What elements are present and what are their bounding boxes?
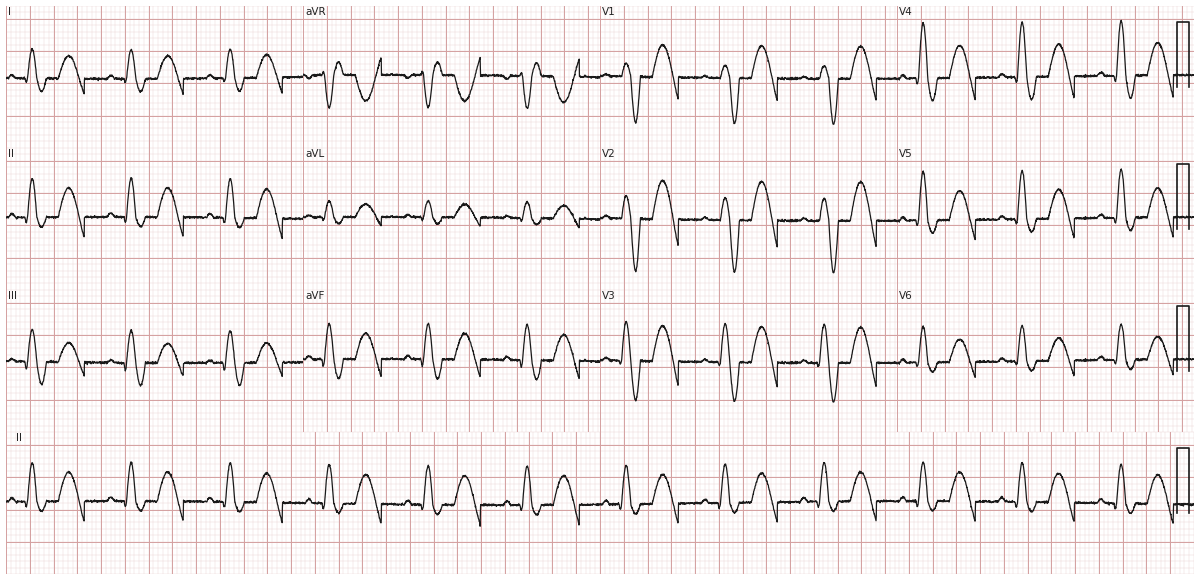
Text: V5: V5 — [899, 149, 913, 159]
Text: aVL: aVL — [305, 149, 325, 159]
Text: V4: V4 — [899, 7, 913, 17]
Text: II: II — [8, 149, 14, 159]
Text: I: I — [8, 7, 11, 17]
Text: V1: V1 — [602, 7, 616, 17]
Text: V3: V3 — [602, 291, 616, 301]
Text: II: II — [16, 433, 22, 443]
Text: V2: V2 — [602, 149, 616, 159]
Text: aVR: aVR — [305, 7, 326, 17]
Text: aVF: aVF — [305, 291, 325, 301]
Text: V6: V6 — [899, 291, 913, 301]
Text: III: III — [8, 291, 17, 301]
